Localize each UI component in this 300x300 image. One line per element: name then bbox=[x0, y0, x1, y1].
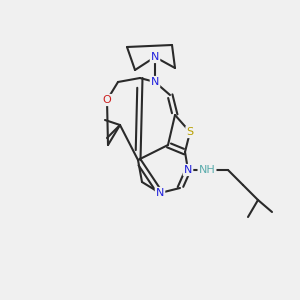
Text: N: N bbox=[184, 165, 192, 175]
Text: O: O bbox=[103, 95, 111, 105]
Text: N: N bbox=[151, 77, 159, 87]
Text: N: N bbox=[151, 52, 159, 62]
Text: N: N bbox=[156, 188, 164, 198]
Text: NH: NH bbox=[199, 165, 215, 175]
Text: S: S bbox=[186, 127, 194, 137]
